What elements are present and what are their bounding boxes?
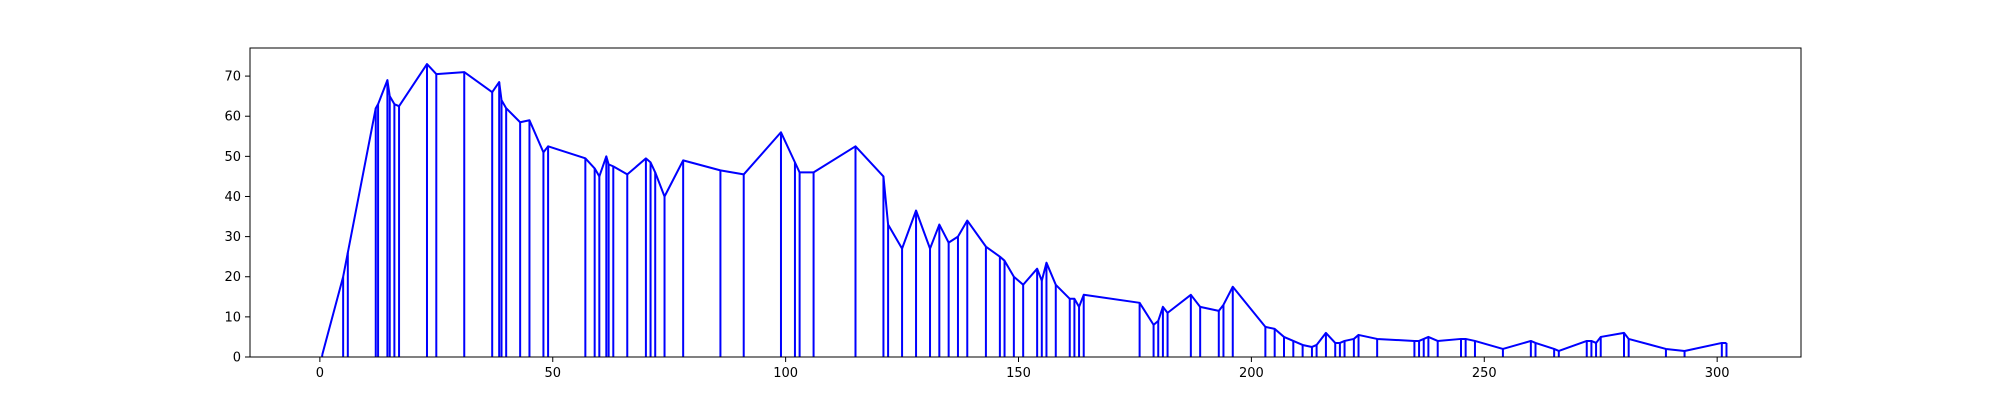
axes-frame — [249, 47, 1802, 358]
x-tick-label: 300 — [1705, 366, 1730, 381]
y-tick-label: 40 — [224, 190, 241, 205]
data-series-line — [321, 63, 1727, 356]
y-tick-label: 70 — [224, 70, 241, 85]
x-tick-label: 150 — [1006, 366, 1031, 381]
x-tick-label: 200 — [1239, 366, 1264, 381]
y-tick-label: 20 — [224, 270, 241, 285]
y-tick-label: 0 — [233, 351, 241, 366]
plot-area — [321, 63, 1728, 357]
y-tick-label: 10 — [224, 310, 241, 325]
y-tick-label: 30 — [224, 230, 241, 245]
x-tick-label: 50 — [544, 366, 561, 381]
axes: 0 50 100 150 200 250 300 0 10 20 30 40 50 60 70 — [224, 47, 1802, 381]
x-tick-label: 100 — [773, 366, 798, 381]
y-tick-label: 50 — [224, 150, 241, 165]
y-tick-label: 60 — [224, 110, 241, 125]
x-tick-label: 250 — [1472, 366, 1497, 381]
x-tick-label: 0 — [316, 366, 324, 381]
